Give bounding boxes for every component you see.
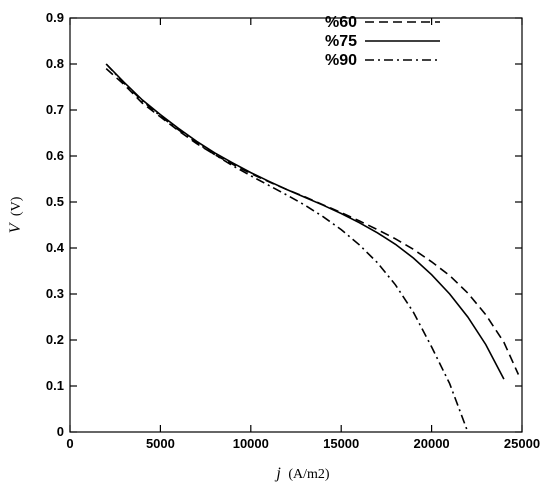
x-tick-label: 15000 <box>323 436 359 451</box>
y-tick-label: 0.4 <box>46 240 65 255</box>
y-tick-label: 0.8 <box>46 56 64 71</box>
series-line-pct-60 <box>105 68 520 375</box>
legend: %60 %75 %90 <box>325 14 440 69</box>
y-tick-label: 0.7 <box>46 102 64 117</box>
y-tick-label: 0.9 <box>46 10 64 25</box>
x-tick-label: 25000 <box>504 436 540 451</box>
series-layer <box>105 63 520 433</box>
y-axis-label: V (V) <box>7 196 24 233</box>
axis-ticks: 0 5000 10000 15000 20000 25000 0 0.1 0.2 0.3 0.4 0.… <box>46 10 540 451</box>
y-axis-unit: (V) <box>9 196 24 216</box>
legend-label: %60 <box>325 14 357 31</box>
series-line-pct-75 <box>105 63 505 380</box>
x-axis-label: j (A/m2) <box>274 465 330 482</box>
plot-border <box>69 17 523 433</box>
y-tick-label: 0.1 <box>46 378 64 393</box>
y-axis-variable: V <box>7 221 24 233</box>
x-tick-label: 5000 <box>146 436 175 451</box>
x-tick-label: 0 <box>66 436 73 451</box>
legend-label: %90 <box>325 52 357 69</box>
x-axis-unit: (A/m2) <box>288 467 330 482</box>
y-tick-label: 0.2 <box>46 332 64 347</box>
x-tick-label: 20000 <box>414 436 450 451</box>
legend-label: %75 <box>325 33 357 50</box>
y-tick-label: 0 <box>57 424 64 439</box>
y-tick-label: 0.6 <box>46 148 64 163</box>
x-axis-variable: j <box>274 465 281 482</box>
y-tick-label: 0.5 <box>46 194 64 209</box>
x-tick-label: 10000 <box>233 436 269 451</box>
plot-frame <box>69 17 523 433</box>
y-tick-label: 0.3 <box>46 286 64 301</box>
series-line-pct-90 <box>105 63 469 433</box>
